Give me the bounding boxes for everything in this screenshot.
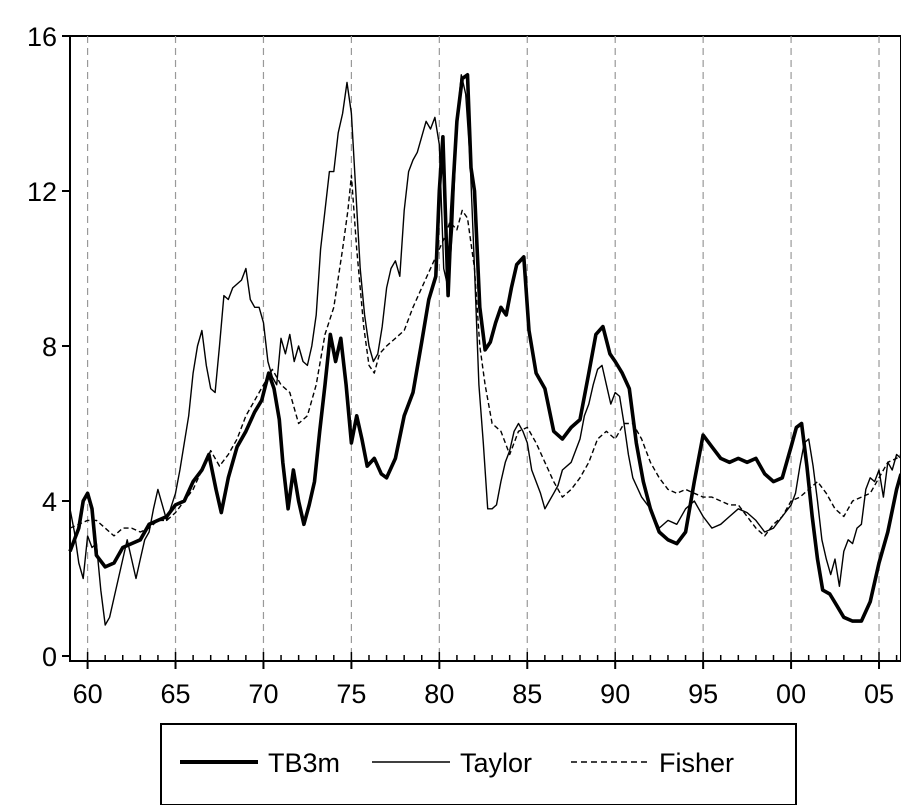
- legend-label-taylor: Taylor: [460, 748, 532, 778]
- x-tick-label-1975: 75: [336, 679, 366, 709]
- series-line-taylor: [69, 74, 901, 626]
- legend-box: [160, 723, 797, 805]
- x-tick-label-2000: 00: [776, 679, 806, 709]
- y-tick-label-4: 4: [42, 487, 57, 517]
- legend: TB3m Taylor Fisher: [160, 723, 797, 805]
- series-line-tb3m: [68, 73, 901, 623]
- x-tick-label-2005: 05: [864, 679, 894, 709]
- y-axis: 0 4 8 12 16: [27, 22, 70, 672]
- x-tick-label-1985: 85: [512, 679, 542, 709]
- x-axis: 60 65 70 75 80 85 90 95 00 05: [73, 661, 894, 709]
- series-line-fisher: [69, 174, 901, 537]
- y-tick-label-8: 8: [42, 332, 57, 362]
- x-tick-label-1990: 90: [600, 679, 630, 709]
- legend-label-tb3m: TB3m: [268, 748, 340, 778]
- x-tick-label-1980: 80: [424, 679, 454, 709]
- series-lines: [68, 73, 901, 626]
- legend-label-fisher: Fisher: [659, 748, 734, 778]
- x-tick-label-1970: 70: [248, 679, 278, 709]
- x-minor-ticks: [69, 652, 898, 661]
- plot-area: 0 4 8 12 16 60 65 70 75 80 85 90 95 00 05: [27, 22, 901, 709]
- x-tick-label-1965: 65: [161, 679, 191, 709]
- y-tick-label-0: 0: [42, 642, 57, 672]
- y-tick-label-12: 12: [27, 177, 57, 207]
- x-tick-label-1995: 95: [688, 679, 718, 709]
- vertical-gridlines: [86, 36, 880, 661]
- y-tick-label-16: 16: [27, 22, 57, 52]
- x-tick-label-1960: 60: [73, 679, 103, 709]
